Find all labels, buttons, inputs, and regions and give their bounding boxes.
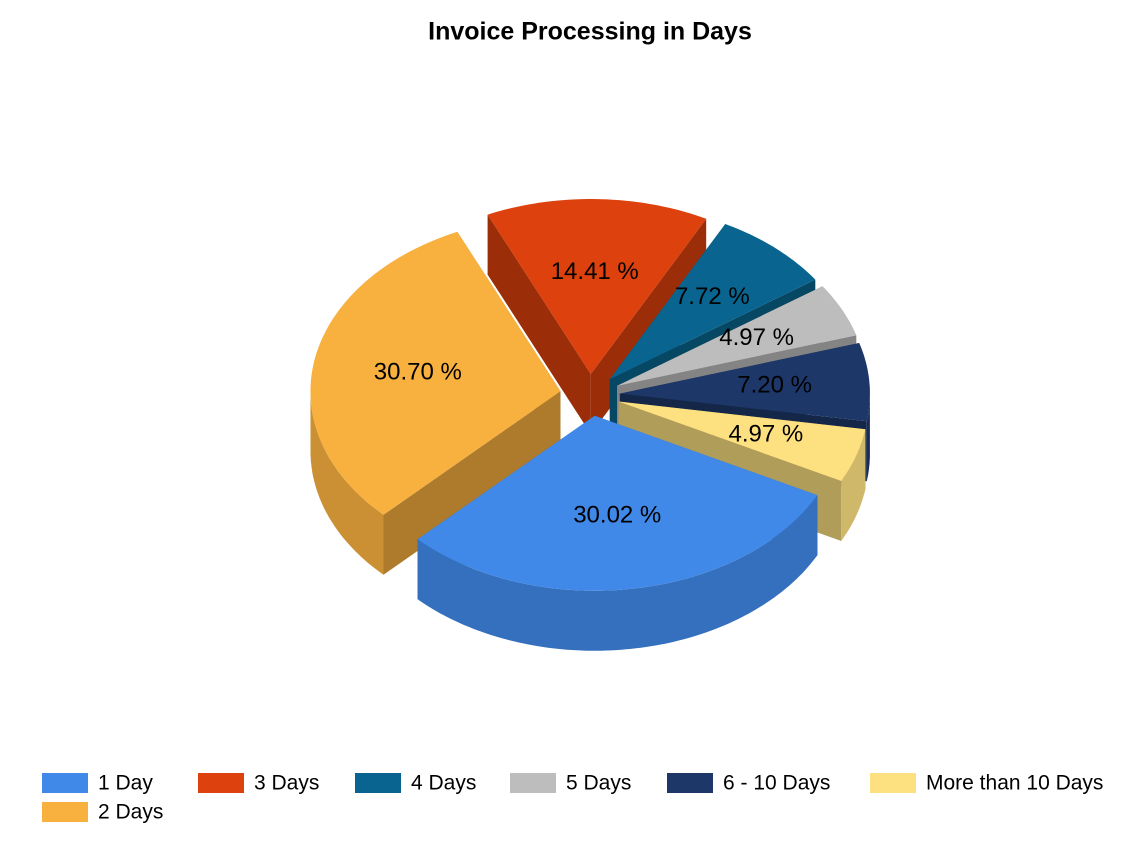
slice xyxy=(310,231,561,575)
slice-top xyxy=(617,286,857,386)
data-label: 7.72 % xyxy=(675,283,750,310)
slice-side xyxy=(310,391,384,575)
data-label: 4.97 % xyxy=(729,420,804,447)
data-label: 30.02 % xyxy=(573,501,661,528)
slice-top xyxy=(609,224,816,380)
legend-swatch xyxy=(510,773,556,793)
slice-side xyxy=(417,495,818,651)
slice-wall xyxy=(487,214,591,434)
legend-label: 1 Day xyxy=(98,772,153,795)
slice-top xyxy=(619,343,870,422)
slice-top xyxy=(618,401,866,481)
pie: 30.02 % 30.70 % 14.41 % 7.72 % 4.97 % 7.20 % 4… xyxy=(310,199,870,651)
data-label: 14.41 % xyxy=(551,258,639,285)
legend-swatch xyxy=(42,773,88,793)
legend-label: More than 10 Days xyxy=(926,772,1103,795)
slice-wall xyxy=(383,391,561,575)
slice-top xyxy=(487,199,707,374)
legend-label: 4 Days xyxy=(411,772,476,795)
slice-side xyxy=(866,393,870,482)
legend: 1 Day 2 Days 3 Days 4 Days 5 Days 6 - 10 Days… xyxy=(42,772,1103,824)
legend-label: 2 Days xyxy=(98,801,163,824)
slice xyxy=(417,415,818,651)
legend-swatch xyxy=(870,773,916,793)
legend-label: 3 Days xyxy=(254,772,319,795)
legend-label: 6 - 10 Days xyxy=(723,772,830,795)
legend-swatch xyxy=(42,802,88,822)
data-label: 4.97 % xyxy=(719,324,794,351)
slice-side xyxy=(841,429,866,541)
legend-label: 5 Days xyxy=(566,772,631,795)
data-label: 30.70 % xyxy=(374,358,462,385)
slice-top xyxy=(310,231,561,515)
slice-top xyxy=(417,415,818,591)
legend-swatch xyxy=(198,773,244,793)
data-label: 7.20 % xyxy=(737,372,812,399)
chart-title: Invoice Processing in Days xyxy=(428,18,752,46)
legend-swatch xyxy=(667,773,713,793)
legend-swatch xyxy=(355,773,401,793)
